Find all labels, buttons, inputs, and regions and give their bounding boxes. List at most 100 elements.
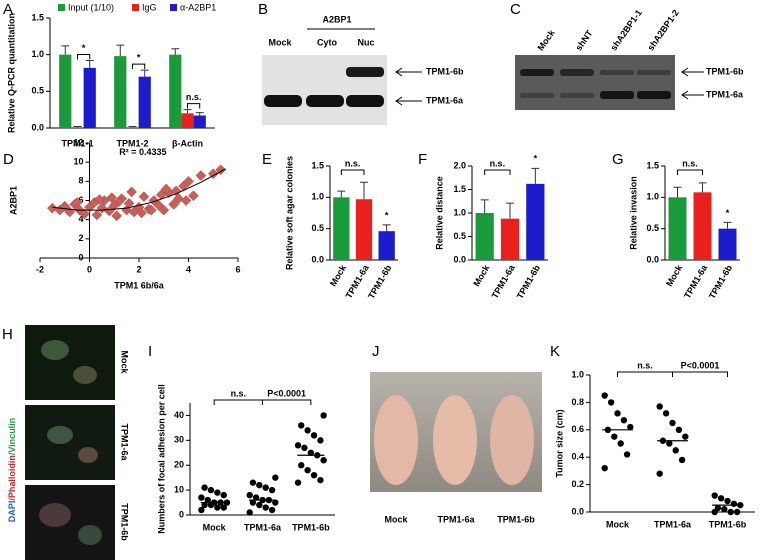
- error-bar: [673, 186, 682, 198]
- x-tick-label: Mock: [471, 262, 492, 288]
- point: [310, 471, 318, 479]
- y-tick-label: 1.0: [646, 192, 659, 202]
- point: [123, 198, 135, 209]
- point: [201, 501, 208, 509]
- lane-label: shA2BP1-1: [608, 8, 643, 53]
- bar: [181, 113, 194, 128]
- x-tick-label: TPM1-6a: [654, 519, 692, 529]
- panel-letter: J: [372, 343, 380, 360]
- point: [272, 499, 279, 506]
- point: [201, 484, 208, 491]
- stain: DAPI: [7, 501, 17, 523]
- arrow: [681, 67, 704, 77]
- point: [158, 204, 170, 216]
- y-tick-label: 0: [179, 509, 184, 519]
- bar: [71, 127, 84, 128]
- point: [126, 186, 137, 198]
- bar: [718, 228, 737, 260]
- error-bar: [85, 60, 94, 68]
- bar: [333, 197, 350, 260]
- point: [195, 170, 207, 181]
- point: [138, 191, 150, 203]
- band: [600, 70, 634, 75]
- y-tick-label: 1.5: [453, 184, 466, 194]
- point: [730, 500, 738, 507]
- y-tick-label: 0.0: [31, 122, 44, 132]
- micrograph: [25, 485, 115, 560]
- arrow: [395, 96, 422, 106]
- x-tick-label: Mock: [606, 519, 630, 529]
- point: [611, 433, 618, 440]
- point: [320, 457, 327, 464]
- point: [678, 456, 686, 464]
- point: [215, 164, 227, 176]
- annotation: *: [137, 52, 141, 62]
- x-tick-label: TPM1-6a: [244, 522, 282, 532]
- legend-label: Input (1/10): [68, 2, 114, 12]
- annotation: P<0.0001: [681, 360, 720, 370]
- point: [160, 183, 172, 195]
- point: [220, 504, 227, 511]
- band: [560, 69, 594, 76]
- point: [262, 504, 269, 511]
- bracket: [213, 399, 263, 405]
- bar: [138, 76, 151, 128]
- y-tick-label: 10: [174, 484, 184, 494]
- cell: [73, 366, 97, 384]
- point: [614, 410, 621, 417]
- x-tick-label: TPM1-6b: [292, 522, 330, 532]
- point: [256, 501, 263, 509]
- point: [294, 442, 302, 449]
- point: [627, 423, 634, 431]
- point: [188, 190, 199, 202]
- point: [724, 497, 731, 505]
- y-tick-label: 30: [174, 435, 184, 445]
- point: [675, 426, 683, 433]
- panel-letter: E: [262, 151, 272, 168]
- annotation: n.s.: [231, 388, 247, 398]
- legend-label: α-A2BP1: [180, 2, 216, 12]
- error-bar: [171, 48, 180, 55]
- x-axis-label: TPM1 6b/6a: [114, 280, 165, 290]
- y-tick-label: 1.5: [311, 160, 324, 170]
- point: [317, 476, 324, 484]
- bar: [693, 192, 712, 260]
- point: [620, 417, 628, 424]
- micrograph: [25, 325, 115, 400]
- point: [91, 209, 103, 221]
- lane-label: Nuc: [357, 37, 374, 47]
- error-bar: [183, 109, 192, 114]
- band: [637, 70, 671, 75]
- error-bar: [128, 126, 137, 128]
- bar: [668, 197, 687, 260]
- annotation: n.s.: [345, 158, 361, 168]
- point: [268, 506, 276, 514]
- annotation: *: [385, 210, 389, 220]
- point: [249, 499, 257, 506]
- point: [207, 168, 219, 180]
- mouse: [433, 395, 477, 485]
- point: [198, 494, 205, 501]
- x-tick-label: TPM1-6a: [490, 262, 518, 300]
- band: [520, 93, 554, 98]
- cell: [47, 426, 73, 444]
- panel-letter: G: [612, 151, 624, 168]
- trend-line: [52, 168, 226, 211]
- band-label: TPM1-6b: [706, 66, 744, 76]
- gel-group: A2BP1: [322, 14, 351, 24]
- cell: [78, 525, 102, 545]
- annotation: P<0.0001: [267, 388, 306, 398]
- point: [298, 462, 305, 469]
- y-tick-label: 8: [78, 176, 83, 186]
- panel-letter: H: [2, 326, 13, 343]
- x-tick-label: Mock: [328, 262, 349, 288]
- annotation: n.s.: [490, 158, 506, 168]
- y-tick-label: 6: [78, 195, 83, 205]
- bracket: [677, 169, 703, 175]
- band: [560, 93, 594, 98]
- point: [155, 189, 167, 201]
- point: [262, 484, 269, 491]
- band: [306, 95, 344, 107]
- gel: [262, 55, 387, 125]
